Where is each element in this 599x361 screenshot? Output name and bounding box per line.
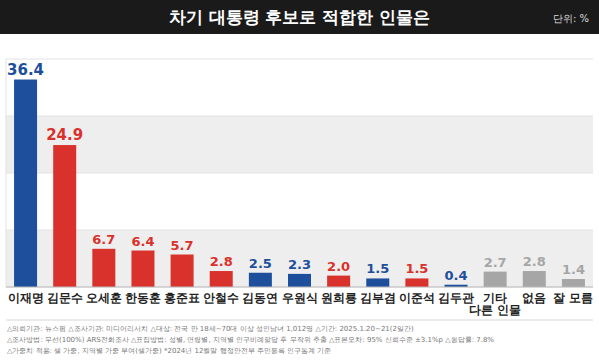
unit-label: 단위: %: [553, 13, 589, 24]
data-label: 1.5: [405, 261, 428, 276]
bars: [14, 80, 585, 287]
bar: [288, 274, 311, 287]
data-label: 2.3: [288, 257, 311, 272]
x-tick-label: 김동연: [242, 291, 278, 305]
x-tick-label: 우원식: [282, 291, 318, 305]
footnote-rule: [6, 320, 593, 321]
bar: [523, 271, 546, 287]
grid-line: [6, 287, 593, 288]
bar: [249, 273, 272, 287]
x-tick-label: 없음: [522, 291, 546, 305]
x-tick-label: 홍준표: [164, 291, 200, 305]
data-label: 6.7: [92, 232, 115, 247]
grid-line: [6, 173, 593, 174]
x-tick-label: 김부겸: [360, 291, 396, 305]
x-tick-label: 김문수: [47, 291, 83, 305]
x-tick-labels: 이재명김문수오세훈한동훈홍준표안철수김동연우원식원희룡김부겸이준석김두관기타다른…: [8, 291, 594, 317]
data-labels: 36.4 24.9 6.7 6.4 5.7 2.8 2.5 2.3 2.0 1.5 1.5 0.4 2.…: [7, 61, 585, 283]
grid-band: [6, 230, 593, 287]
footnote: △조사방법: 무선(100%) ARS전화조사 △표집방법: 성별, 연령별, …: [7, 336, 494, 344]
bar: [14, 80, 37, 287]
x-tick-label: 이준석: [399, 291, 435, 305]
bar: [131, 251, 154, 287]
data-label: 2.5: [249, 256, 272, 271]
chart: 차기 대통령 후보로 적합한 인물은 단위: % 36.4 24.9 6.7 6.4 5.7…: [0, 0, 599, 361]
footnote: △가중치 적용: 셀 가중, 지역별 가중 부여(셀가중) *2024년 12월…: [7, 347, 331, 355]
grid-band: [6, 116, 593, 173]
bar: [405, 278, 428, 287]
data-label: 2.8: [210, 254, 233, 269]
data-label: 2.7: [484, 255, 507, 270]
data-label: 0.4: [445, 268, 468, 283]
x-tick-label: 안철수: [203, 291, 239, 305]
x-tick-label: 기타다른 인물: [469, 291, 521, 317]
data-label: 36.4: [7, 61, 44, 79]
bar: [327, 276, 350, 287]
grid-line: [6, 116, 593, 117]
data-label: 6.4: [131, 234, 154, 249]
x-tick-label: 이재명: [8, 291, 44, 305]
data-label: 1.5: [366, 261, 389, 276]
bar: [562, 279, 585, 287]
title-bar: [0, 0, 599, 34]
bar: [210, 271, 233, 287]
data-label: 5.7: [171, 238, 194, 253]
title: 차기 대통령 후보로 적합한 인물은: [169, 7, 431, 27]
x-tick-label: 한동훈: [125, 291, 161, 305]
data-label: 24.9: [46, 126, 83, 144]
x-tick-label: 원희룡: [321, 291, 357, 305]
baseline: [6, 287, 593, 288]
grid: [6, 59, 593, 287]
grid-line: [6, 59, 593, 60]
x-tick-label: 오세훈: [86, 291, 122, 305]
grid-line: [6, 230, 593, 231]
data-label: 2.8: [523, 254, 546, 269]
bar: [171, 255, 194, 287]
footnotes: △의뢰기관: 뉴스핌 △조사기관: 미디어리서치 △대상: 전국 만 18세~7…: [7, 325, 494, 355]
data-label: 1.4: [562, 262, 585, 277]
bar: [366, 278, 389, 287]
bar: [53, 145, 76, 287]
data-label: 2.0: [327, 259, 350, 274]
bar: [92, 249, 115, 287]
footnote: △의뢰기관: 뉴스핌 △조사기관: 미디어리서치 △대상: 전국 만 18세~7…: [7, 325, 414, 333]
bar: [484, 272, 507, 287]
y-axis-line: [6, 59, 7, 287]
x-tick-label: 잘 모름: [553, 291, 593, 305]
